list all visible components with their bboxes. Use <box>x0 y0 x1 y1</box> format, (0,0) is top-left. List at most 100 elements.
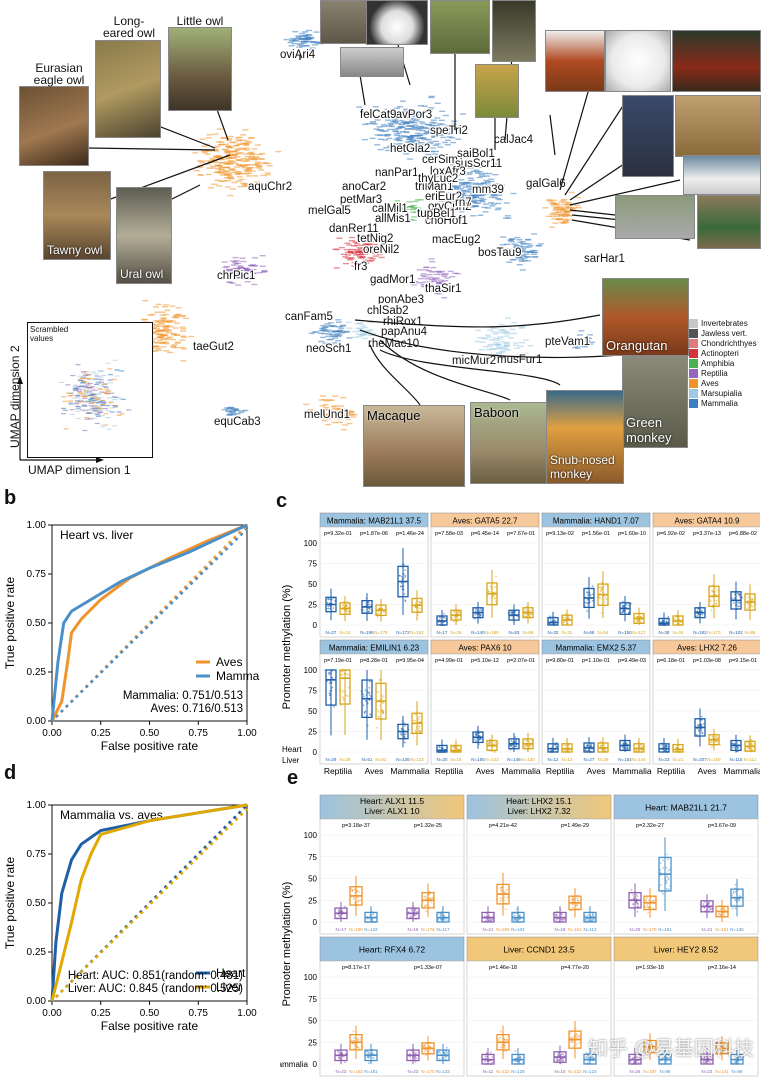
umap-point <box>432 129 439 131</box>
umap-point <box>441 284 448 286</box>
data-point <box>569 1037 572 1040</box>
umap-point <box>287 41 294 44</box>
umap-point <box>572 346 579 349</box>
umap-point <box>405 125 412 127</box>
data-point <box>563 918 566 921</box>
data-point <box>668 1056 671 1058</box>
umap-point <box>311 44 318 46</box>
umap-point <box>231 181 238 184</box>
data-point <box>578 1041 581 1044</box>
umap-point <box>325 335 332 338</box>
umap-point <box>336 330 342 333</box>
umap-point <box>562 216 569 218</box>
umap-point <box>214 179 221 181</box>
umap-point <box>415 207 422 209</box>
umap-point <box>422 269 429 271</box>
umap-point <box>342 256 349 258</box>
umap-point <box>414 199 421 201</box>
scrambled-point <box>77 375 83 377</box>
umap-point <box>478 349 485 351</box>
umap-point <box>306 34 313 36</box>
umap-point <box>218 171 225 173</box>
data-point <box>356 1039 359 1042</box>
umap-point <box>338 332 345 334</box>
n-label: N=51 <box>362 757 373 762</box>
data-point <box>404 574 407 577</box>
umap-point <box>244 140 251 142</box>
umap-point <box>340 324 347 326</box>
y-tick-label: 0 <box>313 1060 318 1069</box>
umap-point <box>488 180 495 183</box>
umap-point <box>412 124 419 126</box>
umap-point <box>455 185 461 187</box>
umap-point <box>230 264 237 266</box>
data-point <box>703 906 706 909</box>
legend-label-heart: Heart <box>216 966 246 980</box>
umap-point <box>366 235 373 237</box>
umap-point <box>488 202 495 204</box>
n-label: N=150 <box>618 630 632 635</box>
umap-point <box>319 408 326 410</box>
data-point <box>338 914 341 917</box>
umap-point <box>415 134 422 137</box>
umap-point <box>367 260 373 262</box>
species-label-thyLuc2: thyLuc2 <box>418 173 458 185</box>
umap-point <box>320 336 326 339</box>
data-point <box>440 919 443 922</box>
species-label-fr3: fr3 <box>354 261 367 273</box>
data-point <box>651 1047 654 1049</box>
data-point <box>499 900 502 902</box>
data-point <box>622 746 625 748</box>
long-eared-owl-label: Long- eared owl <box>102 14 156 40</box>
umap-point <box>206 134 213 136</box>
box <box>658 743 670 753</box>
umap-point <box>192 152 199 154</box>
umap-point <box>313 31 320 33</box>
umap-point <box>410 211 417 214</box>
data-point <box>600 586 603 589</box>
data-point <box>584 749 587 752</box>
umap-point <box>257 271 264 274</box>
n-label: N=111 <box>744 757 757 762</box>
data-point <box>489 918 492 921</box>
umap-point <box>174 342 181 344</box>
umap-point <box>488 178 495 180</box>
data-point <box>572 897 575 900</box>
n-label: N=152 <box>410 630 424 635</box>
umap-point <box>333 411 340 413</box>
umap-point <box>149 313 156 316</box>
data-point <box>627 611 630 614</box>
umap-point <box>567 206 574 209</box>
umap-point <box>245 168 252 170</box>
umap-point <box>483 193 490 195</box>
umap-point <box>419 122 426 125</box>
scrambled-point <box>84 384 90 386</box>
data-point <box>430 901 433 904</box>
umap-point <box>466 172 473 174</box>
umap-point <box>490 194 497 196</box>
data-point <box>604 596 607 599</box>
umap-point <box>355 241 362 243</box>
scrambled-point <box>94 422 100 425</box>
data-point <box>514 1050 517 1053</box>
umap-point <box>457 190 464 193</box>
data-point <box>367 1050 369 1053</box>
scrambled-point <box>77 391 83 393</box>
umap-point <box>509 259 516 261</box>
umap-point <box>508 361 514 363</box>
umap-point <box>216 155 223 157</box>
umap-point <box>426 127 432 129</box>
data-point <box>423 1050 426 1053</box>
n-label: N=38 <box>659 630 670 635</box>
umap-point <box>344 242 351 244</box>
umap-point <box>226 137 233 140</box>
umap-point <box>437 134 444 136</box>
umap-point <box>513 245 520 247</box>
umap-point <box>175 307 182 309</box>
umap-point <box>253 156 260 158</box>
data-point <box>562 616 565 619</box>
data-point <box>401 575 403 578</box>
umap-point <box>368 252 375 255</box>
umap-point <box>496 353 503 355</box>
data-point <box>710 741 713 743</box>
